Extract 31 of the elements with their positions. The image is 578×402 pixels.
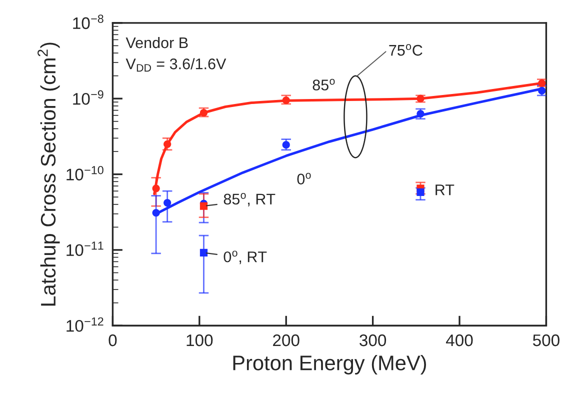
y-tick-label: 10$^{−9}$ (73, 90, 104, 105)
point (282, 141, 290, 149)
x-tick-label: 0 (108, 334, 117, 346)
y-tick-label: 10$^{−10}$ (66, 166, 104, 180)
annotation: RT (436, 184, 454, 196)
point (538, 79, 546, 87)
annotation: 85$^{o}$, RT (224, 193, 276, 206)
point (164, 140, 172, 148)
x-tick-label: 300 (360, 334, 386, 346)
x-tick-label: 500 (532, 334, 560, 346)
annotation: V$_{DD}$ = 3.6/1.6V (126, 58, 226, 72)
point (200, 248, 208, 256)
point (152, 208, 160, 217)
point (200, 202, 208, 210)
y-tick-label: 10$^{−11}$ (66, 242, 104, 256)
annotation: 0$^{o}$ (297, 172, 311, 184)
x-tick-label: 200 (273, 334, 300, 346)
point (416, 94, 424, 102)
point (416, 188, 424, 196)
y-axis-title: Latchup Cross Section (cm$^{2}$) (38, 42, 60, 306)
y-tick-label: 10$^{−8}$ (73, 14, 104, 30)
annotation: 85$^{o}$ (312, 78, 335, 90)
y-tick-label: 10$^{−12}$ (66, 317, 104, 332)
x-axis-title: Proton Energy (MeV) (233, 355, 426, 374)
x-tick-label: 400 (446, 334, 473, 346)
point (152, 184, 160, 192)
annotation: Vendor B (126, 36, 188, 48)
x-tick-label: 100 (186, 334, 213, 346)
annotation: 75$^{o}$C (389, 44, 422, 56)
annotation: 0$^{o}$, RT (224, 250, 267, 264)
point (164, 198, 172, 207)
